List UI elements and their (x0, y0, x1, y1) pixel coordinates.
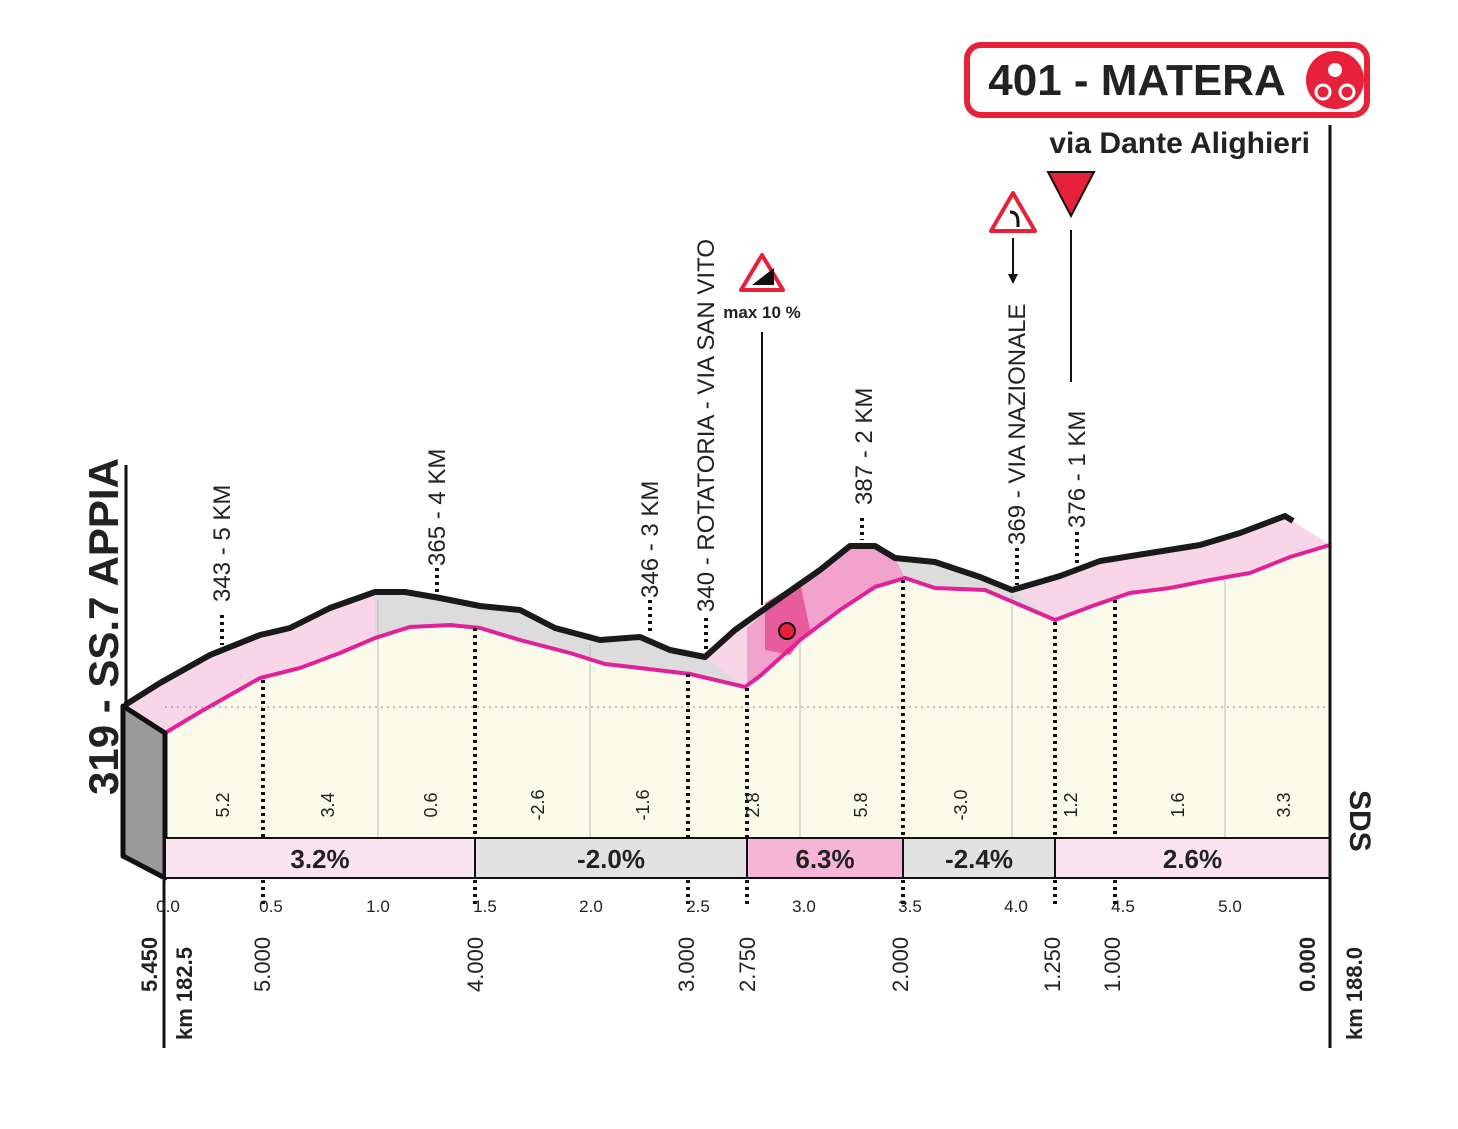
gradient-label: 1.6 (1168, 792, 1188, 817)
gradient-label: 5.8 (851, 792, 871, 817)
remaining-label: 5.450 (137, 937, 162, 992)
gradient-label: 0.6 (421, 792, 441, 817)
point-label: 369 - VIA NAZIONALE (1004, 304, 1031, 545)
km-tick-label: 1.0 (366, 897, 390, 916)
finish-icon-wheel (1314, 83, 1332, 101)
point-label: 346 - 3 KM (637, 481, 664, 598)
curve-sign-icon (1009, 210, 1020, 227)
finish-icon-wheel (1338, 83, 1356, 101)
km-start: km 182.5 (172, 947, 197, 1040)
point-label: 340 - ROTATORIA - VIA SAN VITO (693, 239, 720, 612)
km-tick-label: 3.0 (792, 897, 816, 916)
section (474, 837, 748, 879)
gradient-label: 2.8 (743, 792, 763, 817)
km-tick-label: 0.0 (156, 897, 180, 916)
remaining-label: 5.000 (250, 937, 275, 992)
point-label: 376 - 1 KM (1064, 411, 1091, 528)
remaining-label: 0.000 (1295, 937, 1320, 992)
km-tick-label: 5.0 (1218, 897, 1242, 916)
max-gradient-dot (778, 622, 796, 640)
km-tick-label: 4.5 (1111, 897, 1135, 916)
finish-street: via Dante Alighieri (1049, 127, 1310, 160)
gradient-label: -1.6 (633, 789, 653, 820)
section-label: -2.0% (577, 844, 645, 874)
section-label: 2.6% (1163, 844, 1222, 874)
gradient-label: 3.4 (318, 792, 338, 817)
section-label: 6.3% (795, 844, 854, 874)
pink-line (163, 543, 1331, 735)
profile-area (165, 545, 1330, 838)
remaining-label: 2.750 (735, 937, 760, 992)
km-tick-label: 2.0 (579, 897, 603, 916)
gradient-label: 1.2 (1061, 792, 1081, 817)
km-tick-label: 2.5 (686, 897, 710, 916)
finish-icon-rider (1328, 63, 1342, 77)
section-band: 3.2% -2.0% 6.3% -2.4% 2.6% (164, 837, 1331, 879)
grid-verticals (377, 578, 1226, 838)
descent-band (875, 546, 1055, 620)
section (164, 837, 476, 879)
remaining-label: 1.000 (1100, 937, 1125, 992)
remaining-label: 2.000 (888, 937, 913, 992)
km-markers (220, 518, 1117, 905)
gradient-label: 5.2 (213, 792, 233, 817)
profile-band (125, 516, 1330, 733)
start-block (120, 703, 168, 881)
title: 401 - MATERA (988, 56, 1285, 105)
last-km-flag (1046, 171, 1096, 219)
remaining-label: 1.250 (1040, 937, 1065, 992)
gradient-label: -2.6 (528, 789, 548, 820)
climb-sign-label: max 10 % (723, 303, 801, 322)
km-tick-label: 1.5 (473, 897, 497, 916)
section (902, 837, 1056, 879)
point-label: 365 - 4 KM (424, 449, 451, 566)
point-label: 387 - 2 KM (851, 388, 878, 505)
section (1054, 837, 1331, 879)
km-tick-label: 4.0 (1004, 897, 1028, 916)
section-label: -2.4% (945, 844, 1013, 874)
km-end: km 188.0 (1342, 947, 1367, 1040)
section (746, 837, 904, 879)
remaining-label: 3.000 (674, 937, 699, 992)
km-tick-label: 3.5 (898, 897, 922, 916)
start-label: 319 - SS.7 APPIA (80, 458, 127, 795)
title-box (964, 42, 1370, 118)
climb-sign-icon (752, 268, 774, 285)
gradient-label: 3.3 (1274, 792, 1294, 817)
curve-arrow (1008, 274, 1018, 284)
remaining-label: 4.000 (463, 937, 488, 992)
km-tick-label: 0.5 (259, 897, 283, 916)
section-label: 3.2% (290, 844, 349, 874)
road-line (123, 513, 1295, 708)
descent-band (375, 592, 745, 687)
point-label: 343 - 5 KM (209, 485, 236, 602)
gradient-label: -3.0 (951, 789, 971, 820)
logo: SDS (1343, 790, 1376, 852)
finish-icon (1306, 51, 1364, 109)
